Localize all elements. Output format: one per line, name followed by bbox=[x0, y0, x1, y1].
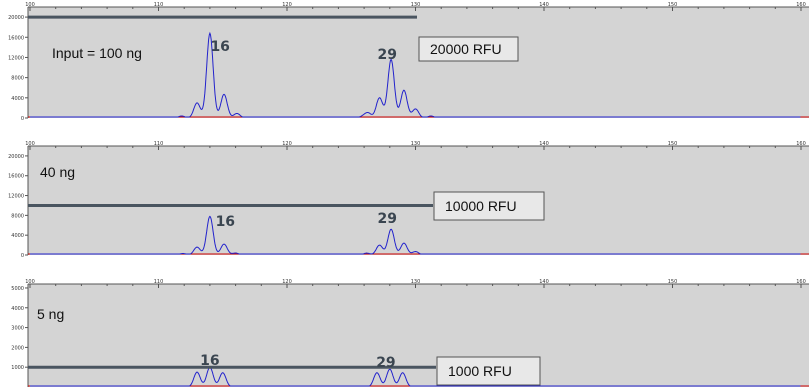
signal-trace bbox=[30, 31, 801, 118]
plot-area bbox=[28, 7, 809, 118]
y-tick-label: 8000 bbox=[11, 213, 24, 219]
x-tick-label: 130 bbox=[411, 141, 421, 147]
x-tick-label: 160 bbox=[796, 2, 806, 8]
y-tick-label: 0 bbox=[21, 116, 24, 122]
y-tick-label: 20000 bbox=[8, 154, 24, 160]
x-tick-label: 140 bbox=[539, 2, 549, 8]
peak-label-29: 29 bbox=[376, 355, 395, 371]
y-tick-label: 8000 bbox=[11, 76, 24, 82]
peak-label-16: 16 bbox=[200, 353, 219, 369]
x-tick-label: 110 bbox=[154, 141, 164, 147]
peak-label-29: 29 bbox=[377, 47, 396, 63]
x-tick-label: 120 bbox=[282, 279, 292, 285]
threshold-label: 1000 RFU bbox=[448, 363, 512, 379]
threshold-label: 20000 RFU bbox=[430, 41, 502, 57]
y-tick-label: 16000 bbox=[8, 174, 24, 180]
plot-area bbox=[28, 284, 809, 387]
panel-label: 40 ng bbox=[40, 164, 75, 180]
x-tick-label: 120 bbox=[282, 141, 292, 147]
x-tick-label: 100 bbox=[25, 279, 35, 285]
y-tick-label: 1000 bbox=[11, 365, 24, 371]
x-tick-label: 110 bbox=[154, 279, 164, 285]
y-tick-label: 5000 bbox=[11, 286, 24, 292]
panel-1: 100 110 120 130 140 150 160 0 4000 8000 12000 16000… bbox=[8, 2, 809, 122]
panel-label: 5 ng bbox=[37, 306, 64, 322]
y-tick-label: 20000 bbox=[8, 15, 24, 21]
y-tick-label: 12000 bbox=[8, 55, 24, 61]
threshold-label-box bbox=[433, 191, 545, 221]
x-tick-label: 110 bbox=[154, 2, 164, 8]
x-tick-label: 160 bbox=[796, 141, 806, 147]
peak-label-16: 16 bbox=[210, 39, 229, 55]
threshold-label: 10000 RFU bbox=[445, 198, 517, 214]
signal-trace bbox=[30, 366, 801, 387]
panel-3: 100 110 120 130 140 150 160 1000 2000 3000 4000 500… bbox=[11, 279, 809, 387]
x-tick-label: 100 bbox=[25, 141, 35, 147]
x-tick-label: 130 bbox=[411, 2, 421, 8]
x-tick-label: 140 bbox=[539, 279, 549, 285]
y-tick-label: 4000 bbox=[11, 96, 24, 102]
x-tick-label: 100 bbox=[25, 2, 35, 8]
y-tick-label: 2000 bbox=[11, 345, 24, 351]
x-tick-label: 150 bbox=[668, 2, 678, 8]
x-tick-label: 150 bbox=[668, 279, 678, 285]
x-tick-label: 150 bbox=[668, 141, 678, 147]
x-tick-label: 160 bbox=[796, 279, 806, 285]
threshold-label-box bbox=[418, 36, 519, 62]
y-tick-label: 4000 bbox=[11, 233, 24, 239]
x-tick-label: 120 bbox=[282, 2, 292, 8]
peak-label-29: 29 bbox=[377, 211, 396, 227]
panel-2: 100 110 120 130 140 150 160 0 4000 8000 12000 16000… bbox=[8, 141, 809, 259]
threshold-label-box bbox=[436, 356, 541, 386]
x-tick-label: 140 bbox=[539, 141, 549, 147]
plot-area bbox=[28, 146, 809, 255]
panel-label: Input = 100 ng bbox=[52, 45, 142, 61]
y-tick-label: 4000 bbox=[11, 306, 24, 312]
peak-label-16: 16 bbox=[216, 214, 235, 230]
y-tick-label: 0 bbox=[21, 253, 24, 259]
x-tick-label: 130 bbox=[411, 279, 421, 285]
y-tick-label: 12000 bbox=[8, 194, 24, 200]
y-tick-label: 3000 bbox=[11, 326, 24, 332]
signal-trace bbox=[30, 215, 801, 255]
y-tick-label: 16000 bbox=[8, 35, 24, 41]
